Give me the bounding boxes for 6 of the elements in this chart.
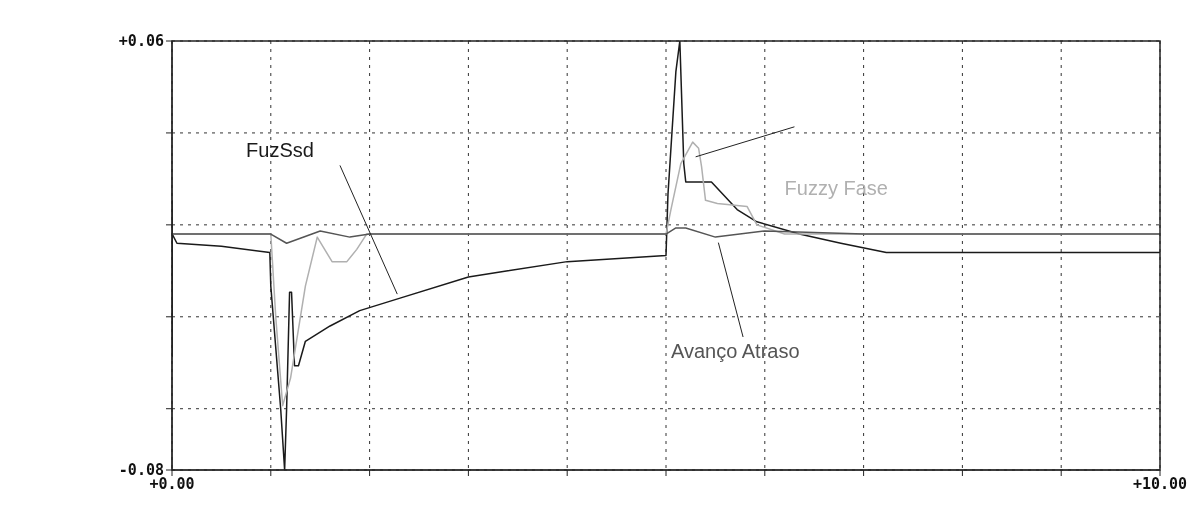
x-tick-label: +10.00 [1132, 474, 1188, 493]
y-tick-label: +0.06 [118, 32, 164, 51]
series-label: Fuzzy Fase [784, 177, 888, 200]
text: Avanço Atraso [670, 340, 800, 363]
text: FuzSsd [246, 138, 314, 161]
line-series [172, 227, 1160, 244]
